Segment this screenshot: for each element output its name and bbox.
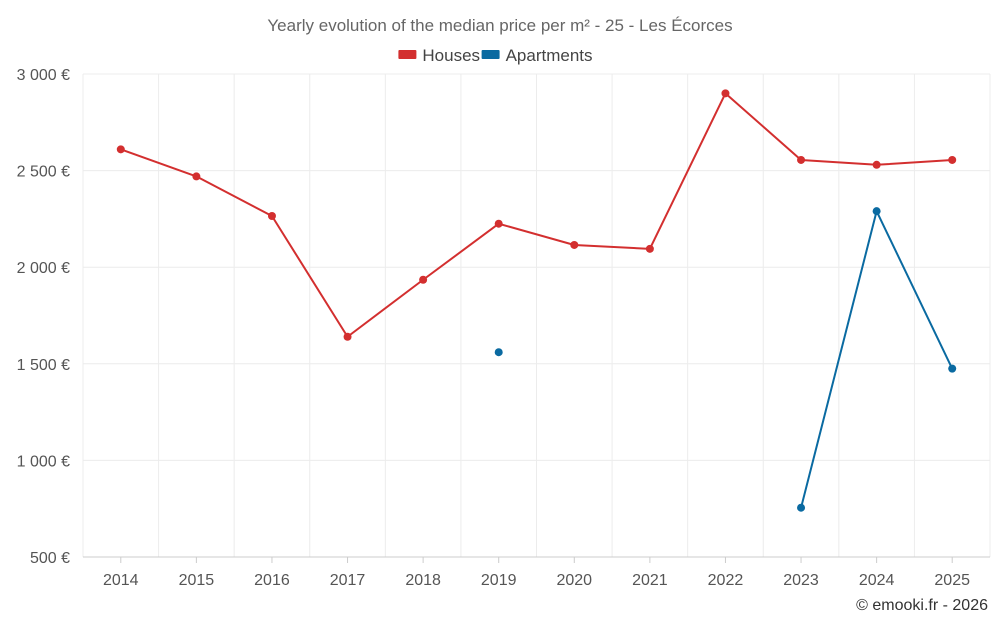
x-tick-label: 2025 xyxy=(934,572,970,589)
data-point-apartments[interactable] xyxy=(494,348,503,357)
y-tick-label: 2 000 € xyxy=(17,260,70,277)
data-point-apartments[interactable] xyxy=(872,207,881,216)
legend-swatch xyxy=(481,50,500,59)
data-point-houses[interactable] xyxy=(419,275,428,284)
series-line-apartments xyxy=(800,210,954,508)
x-tick-label: 2023 xyxy=(783,572,819,589)
x-axis: 2014 2015 2016 2017 2018 2019 2020 2021 2022 2023… xyxy=(83,556,990,589)
x-tick-label: 2016 xyxy=(254,572,290,589)
x-tick-label: 2017 xyxy=(330,572,366,589)
data-point-houses[interactable] xyxy=(267,212,276,221)
data-point-houses[interactable] xyxy=(494,219,503,228)
legend-item-apartments[interactable]: Apartments xyxy=(481,46,593,65)
series-layer xyxy=(116,89,957,512)
legend-item-houses[interactable]: Houses xyxy=(398,46,480,65)
y-tick-label: 1 500 € xyxy=(17,357,70,374)
data-point-houses[interactable] xyxy=(948,155,957,164)
data-point-houses[interactable] xyxy=(797,155,806,164)
chart-title: Yearly evolution of the median price per… xyxy=(267,16,732,35)
x-tick-label: 2014 xyxy=(103,572,139,589)
data-point-houses[interactable] xyxy=(116,145,125,154)
legend-label: Apartments xyxy=(506,46,593,65)
data-point-houses[interactable] xyxy=(192,172,201,181)
data-point-houses[interactable] xyxy=(645,244,654,253)
data-point-houses[interactable] xyxy=(570,240,579,249)
credit-text: © emooki.fr - 2026 xyxy=(856,597,988,614)
x-tick-label: 2024 xyxy=(859,572,895,589)
series-houses xyxy=(116,89,957,341)
data-point-apartments[interactable] xyxy=(948,364,957,373)
grid xyxy=(82,73,991,558)
y-tick-label: 2 500 € xyxy=(17,164,70,181)
data-point-houses[interactable] xyxy=(872,160,881,169)
data-point-houses[interactable] xyxy=(721,89,730,98)
y-tick-label: 500 € xyxy=(30,550,70,567)
data-point-houses[interactable] xyxy=(343,332,352,341)
series-apartments xyxy=(494,207,957,512)
legend[interactable]: Houses Apartments xyxy=(398,46,593,65)
series-line-houses xyxy=(120,92,953,338)
y-tick-label: 3 000 € xyxy=(17,67,70,84)
x-tick-label: 2020 xyxy=(556,572,592,589)
data-point-apartments[interactable] xyxy=(797,503,806,512)
x-tick-label: 2022 xyxy=(708,572,744,589)
x-tick-label: 2021 xyxy=(632,572,668,589)
x-tick-label: 2019 xyxy=(481,572,517,589)
legend-swatch xyxy=(398,50,417,59)
y-tick-label: 1 000 € xyxy=(17,453,70,470)
x-tick-label: 2015 xyxy=(179,572,215,589)
x-tick-label: 2018 xyxy=(405,572,441,589)
legend-label: Houses xyxy=(422,46,480,65)
y-axis: 500 € 1 000 € 1 500 € 2 000 € 2 500 € 3 000 € xyxy=(17,67,70,567)
